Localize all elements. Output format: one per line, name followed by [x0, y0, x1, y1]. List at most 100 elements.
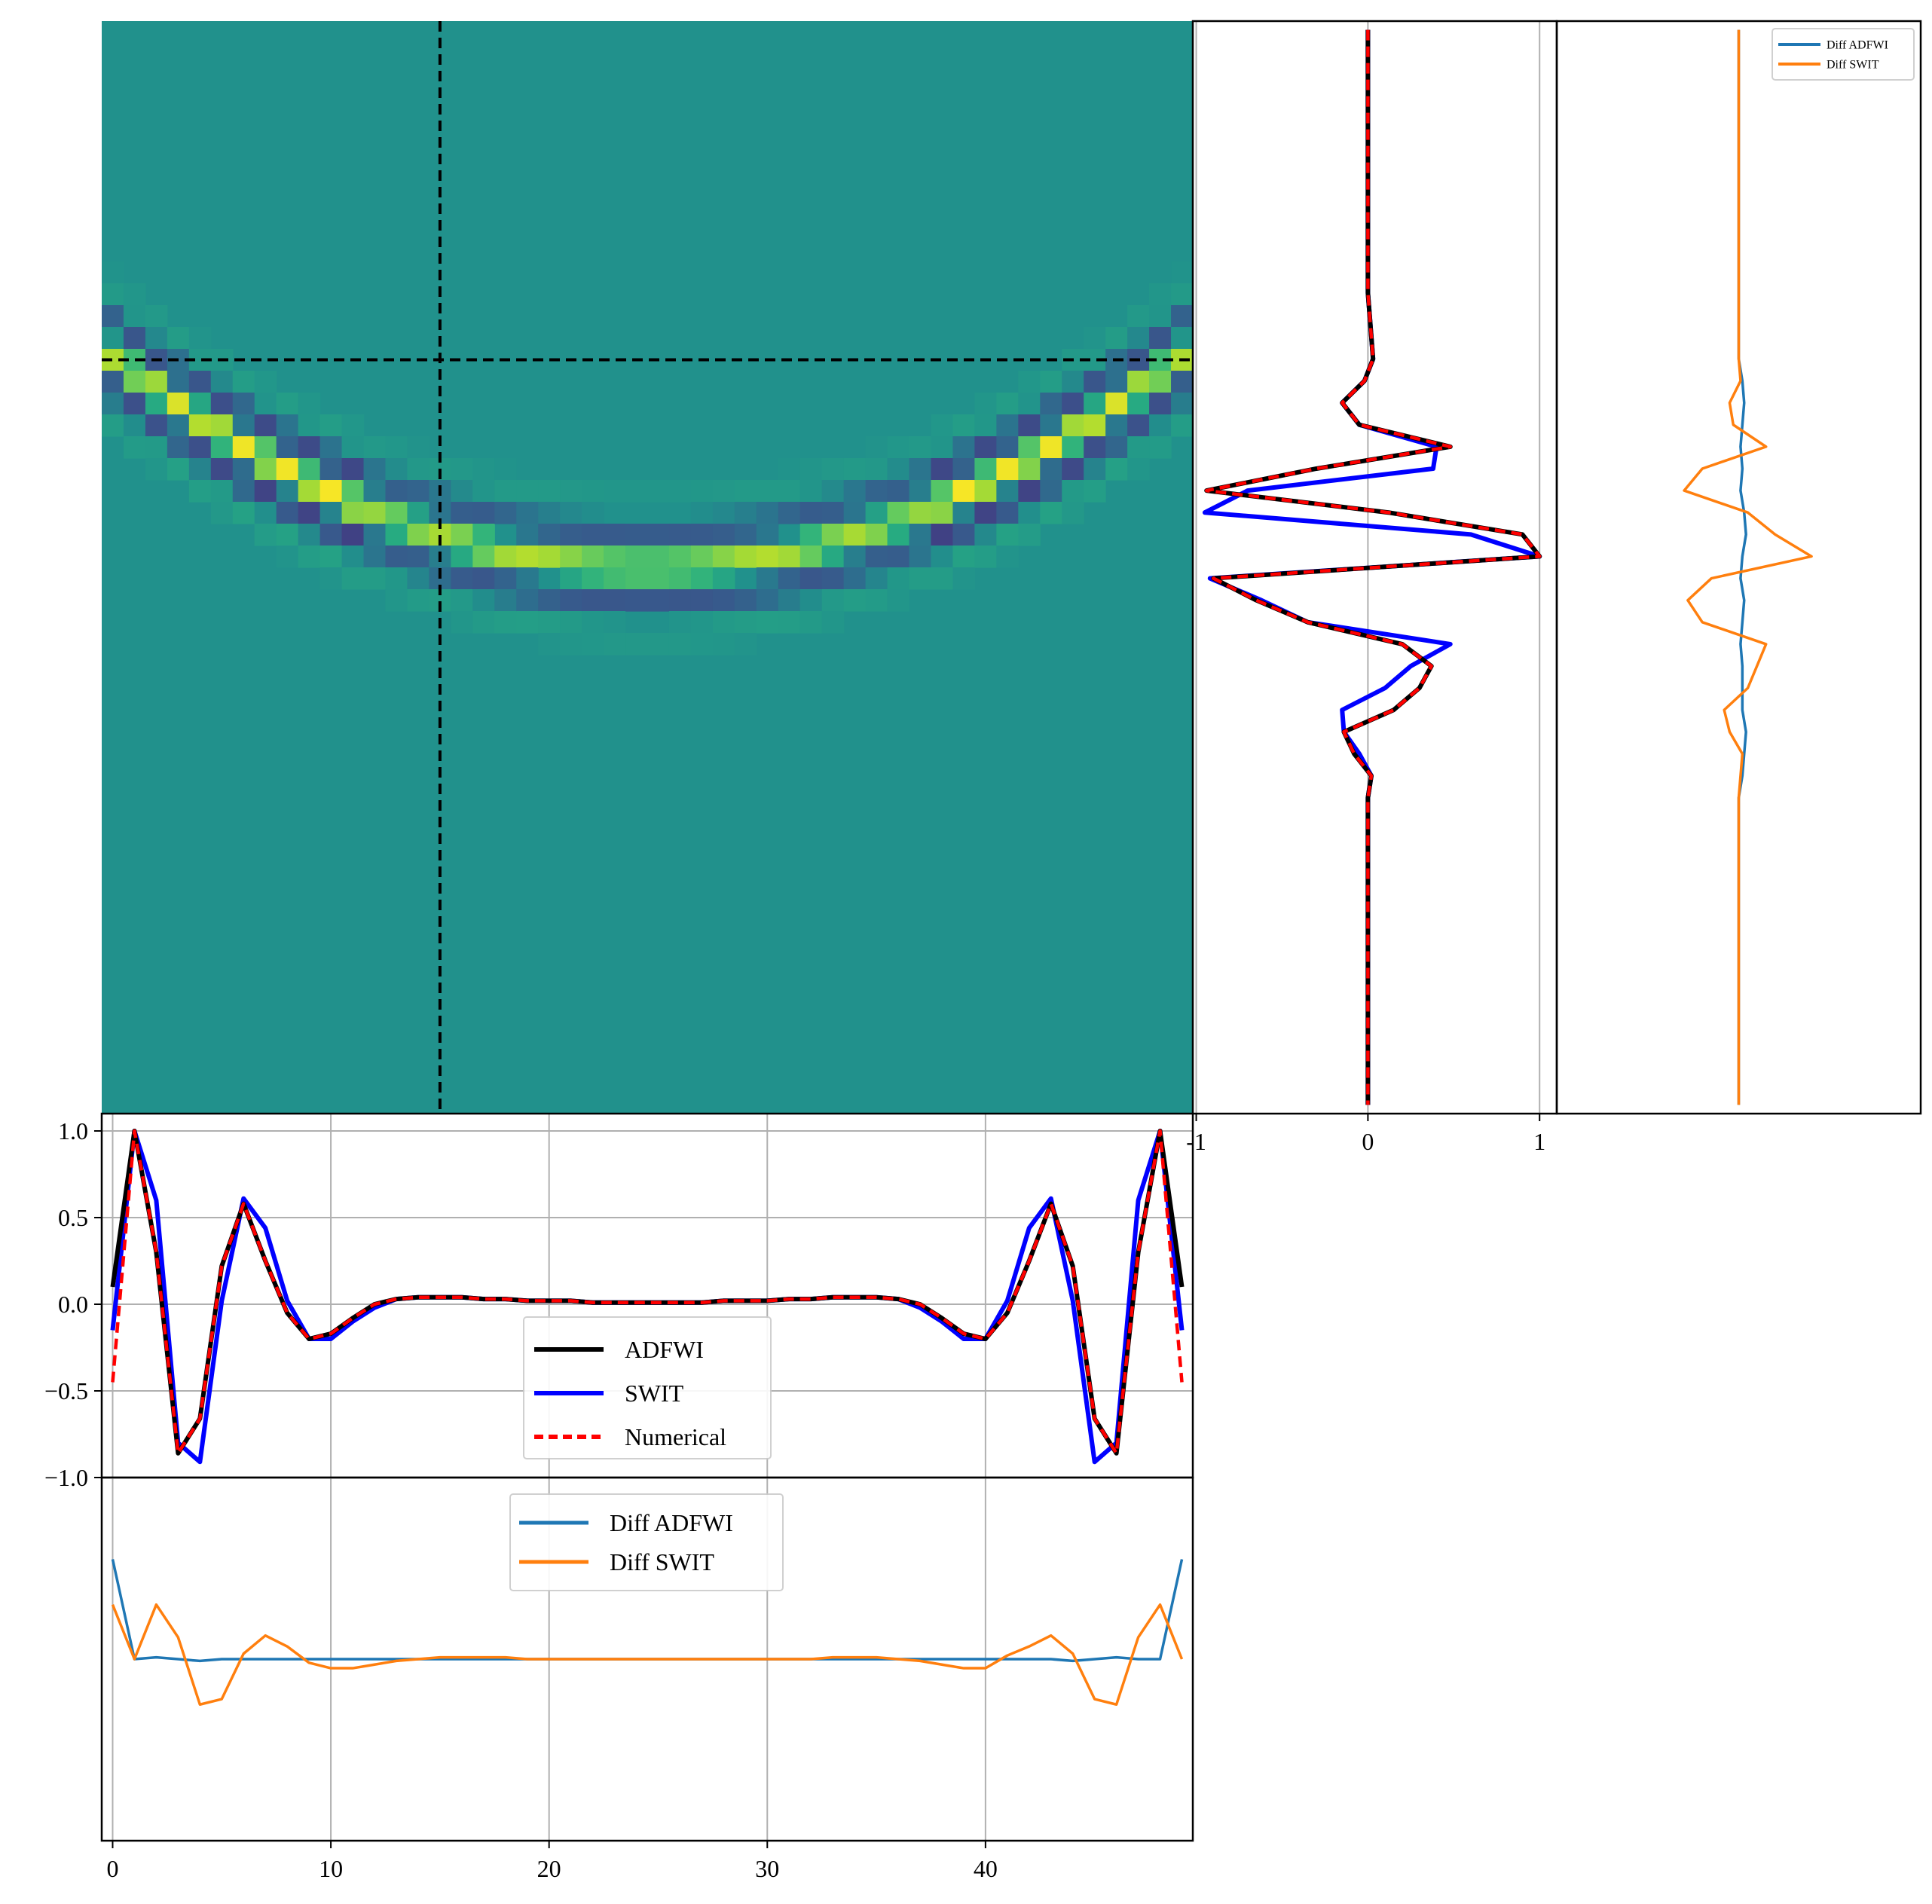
heatmap-cell — [647, 546, 670, 568]
heatmap-cell — [887, 436, 910, 459]
heatmap-cell — [799, 546, 823, 568]
heatmap-cell — [451, 480, 473, 503]
heatmap-cell — [1084, 458, 1106, 481]
heatmap-cell — [472, 589, 495, 612]
heatmap-cell — [1084, 371, 1106, 393]
heatmap-cell — [385, 589, 408, 612]
heatmap-cell — [668, 589, 692, 612]
heatmap-cell — [472, 546, 495, 568]
heatmap-cell — [188, 436, 212, 459]
heatmap-cell — [385, 458, 408, 481]
heatmap-cell — [407, 546, 430, 568]
heatmap-cell — [341, 480, 365, 503]
heatmap-cell — [188, 393, 212, 415]
heatmap-cell — [974, 393, 997, 415]
heatmap-cell — [778, 480, 801, 503]
axes-frame — [100, 1476, 1194, 1842]
heatmap-cell — [1018, 436, 1041, 459]
heatmap-cell — [1127, 371, 1150, 393]
heatmap-cell — [363, 458, 387, 481]
heatmap-cell — [712, 589, 735, 612]
heatmap-cell — [276, 436, 299, 459]
heatmap-cell — [625, 524, 648, 546]
heatmap-cell — [123, 414, 146, 437]
heatmap-cell — [232, 502, 255, 524]
heatmap-cell — [319, 436, 343, 459]
heatmap-cell — [254, 458, 277, 481]
heatmap-cell — [604, 480, 626, 503]
heatmap-cell — [799, 611, 823, 634]
heatmap-cell — [385, 502, 408, 524]
heatmap-cell — [712, 502, 735, 524]
heatmap-cell — [123, 327, 146, 350]
heatmap-cell — [1149, 436, 1172, 459]
heatmap-cell — [712, 546, 735, 568]
heatmap-cell — [451, 589, 473, 612]
heatmap-cell — [734, 480, 757, 503]
heatmap-cell — [298, 393, 321, 415]
heatmap-cell — [887, 546, 910, 568]
heatmap-cell — [865, 546, 888, 568]
heatmap-cell — [931, 414, 954, 437]
heatmap-cell — [756, 480, 779, 503]
heatmap-cell — [1018, 371, 1041, 393]
heatmap-cell — [1149, 305, 1172, 328]
heatmap-cell — [385, 480, 408, 503]
heatmap-cell — [472, 480, 495, 503]
heatmap-cell — [799, 502, 823, 524]
heatmap-cell — [451, 524, 473, 546]
heatmap-cell — [843, 524, 867, 546]
x-tick-label: 20 — [537, 1855, 561, 1882]
heatmap-cell — [1040, 393, 1062, 415]
heatmap-cell — [341, 546, 365, 568]
heatmap-cell — [974, 480, 997, 503]
heatmap-cell — [974, 414, 997, 437]
heatmap-cell — [232, 458, 255, 481]
heatmap-cell — [145, 327, 168, 350]
heatmap-cell — [407, 567, 430, 590]
heatmap-cell — [319, 567, 343, 590]
heatmap-cell — [560, 589, 582, 612]
heatmap-cell — [712, 567, 735, 590]
heatmap-cell — [560, 611, 582, 634]
heatmap-cell — [1171, 283, 1194, 306]
heatmap-cell — [188, 371, 212, 393]
heatmap-cell — [843, 480, 867, 503]
y-tick-label: −0.5 — [44, 1377, 88, 1404]
heatmap-cell — [821, 524, 845, 546]
heatmap-cell — [734, 502, 757, 524]
heatmap-cell — [494, 458, 517, 481]
heatmap-cell — [996, 458, 1019, 481]
y-tick-label: 0.0 — [58, 1291, 88, 1318]
heatmap-cell — [865, 436, 888, 459]
heatmap-cell — [778, 611, 801, 634]
heatmap-cell — [1018, 458, 1041, 481]
heatmap-cell — [1105, 371, 1128, 393]
heatmap-cell — [582, 524, 604, 546]
heatmap-cell — [210, 393, 234, 415]
y-tick-label: 0.5 — [58, 1204, 88, 1231]
heatmap-cell — [865, 524, 888, 546]
heatmap-cell — [625, 633, 648, 656]
heatmap-cell — [560, 567, 582, 590]
heatmap-cell — [1149, 371, 1172, 393]
heatmap-cell — [167, 458, 190, 481]
heatmap-cell — [1040, 414, 1062, 437]
heatmap-cell — [974, 436, 997, 459]
heatmap-cell — [123, 436, 146, 459]
heatmap-cell — [952, 502, 975, 524]
legend-box — [509, 1493, 784, 1591]
heatmap-cell — [604, 567, 626, 590]
heatmap-cell — [1018, 414, 1041, 437]
heatmap-cell — [341, 502, 365, 524]
heatmap-cell — [188, 458, 212, 481]
heatmap-cell — [1084, 436, 1106, 459]
heatmap-cell — [276, 480, 299, 503]
heatmap-cell — [1105, 414, 1128, 437]
heatmap-cell — [734, 611, 757, 634]
heatmap-cell — [1062, 393, 1084, 415]
heatmap-cell — [734, 546, 757, 568]
heatmap-cell — [451, 567, 473, 590]
heatmap-cell — [167, 436, 190, 459]
heatmap-cell — [538, 480, 561, 503]
